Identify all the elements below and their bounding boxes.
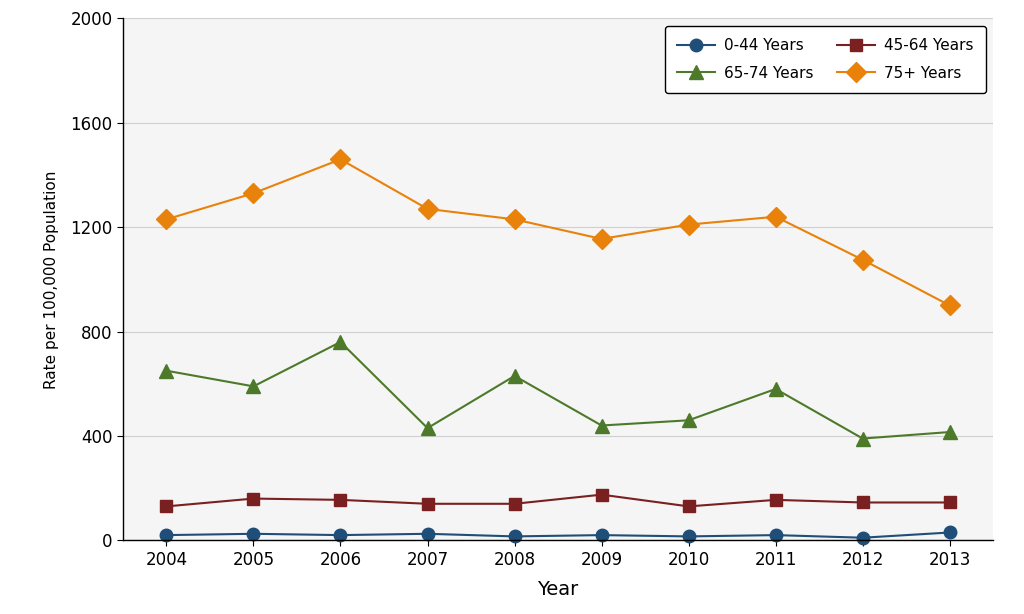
65-74 Years	[421, 424, 433, 432]
0-44 Years	[769, 532, 781, 539]
Legend: 0-44 Years, 65-74 Years, 45-64 Years, 75+ Years: 0-44 Years, 65-74 Years, 45-64 Years, 75…	[665, 26, 986, 93]
75+ Years	[160, 216, 172, 223]
45-64 Years	[769, 496, 781, 503]
45-64 Years	[683, 503, 695, 510]
0-44 Years	[160, 532, 172, 539]
75+ Years	[248, 190, 260, 197]
75+ Years	[857, 256, 869, 263]
65-74 Years	[596, 422, 608, 429]
Line: 75+ Years: 75+ Years	[160, 152, 956, 313]
0-44 Years	[248, 530, 260, 537]
65-74 Years	[944, 429, 956, 436]
45-64 Years	[160, 503, 172, 510]
45-64 Years	[508, 500, 520, 507]
75+ Years	[335, 155, 347, 163]
65-74 Years	[683, 416, 695, 424]
Y-axis label: Rate per 100,000 Population: Rate per 100,000 Population	[44, 170, 59, 389]
Line: 45-64 Years: 45-64 Years	[160, 488, 956, 513]
65-74 Years	[335, 338, 347, 346]
X-axis label: Year: Year	[538, 580, 579, 599]
45-64 Years	[421, 500, 433, 507]
65-74 Years	[508, 372, 520, 379]
0-44 Years	[596, 532, 608, 539]
65-74 Years	[769, 386, 781, 393]
0-44 Years	[421, 530, 433, 537]
Line: 65-74 Years: 65-74 Years	[160, 335, 956, 446]
45-64 Years	[596, 491, 608, 499]
45-64 Years	[248, 495, 260, 502]
65-74 Years	[160, 367, 172, 375]
0-44 Years	[683, 533, 695, 540]
0-44 Years	[508, 533, 520, 540]
0-44 Years	[335, 532, 347, 539]
75+ Years	[683, 221, 695, 228]
75+ Years	[944, 301, 956, 309]
Line: 0-44 Years: 0-44 Years	[160, 526, 956, 544]
75+ Years	[508, 216, 520, 223]
45-64 Years	[944, 499, 956, 506]
75+ Years	[769, 213, 781, 220]
45-64 Years	[857, 499, 869, 506]
75+ Years	[596, 235, 608, 243]
0-44 Years	[857, 534, 869, 542]
65-74 Years	[857, 435, 869, 442]
0-44 Years	[944, 529, 956, 536]
65-74 Years	[248, 383, 260, 390]
75+ Years	[421, 205, 433, 212]
45-64 Years	[335, 496, 347, 503]
